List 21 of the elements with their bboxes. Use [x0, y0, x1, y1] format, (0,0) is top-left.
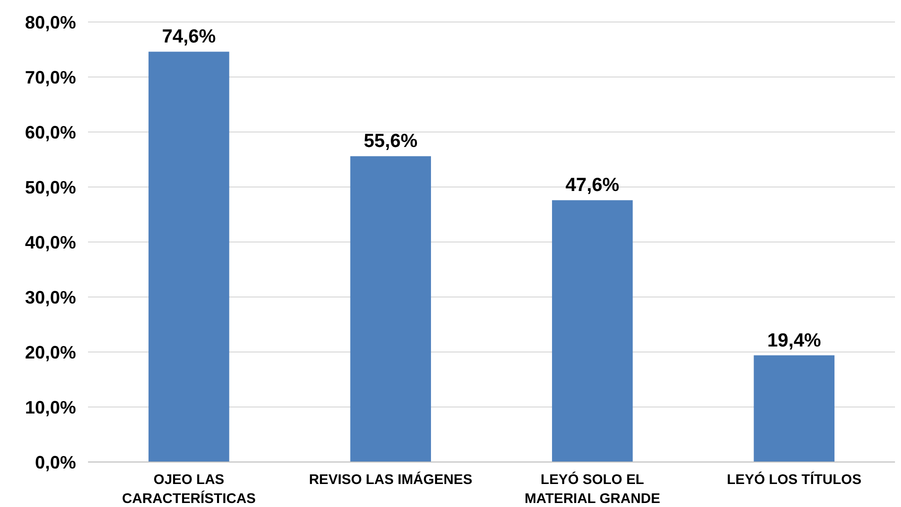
y-tick-label: 40,0% [24, 232, 76, 252]
y-tick-label: 10,0% [24, 397, 76, 418]
y-tick-label: 50,0% [24, 177, 76, 198]
bar [350, 156, 431, 462]
y-tick-label: 70,0% [24, 67, 76, 88]
y-tick-label: 60,0% [24, 122, 76, 142]
y-tick-label: 80,0% [24, 12, 76, 32]
data-label: 55,6% [364, 131, 418, 152]
x-tick-label: REVISO LAS IMÁGENES [308, 471, 472, 487]
y-tick-label: 0,0% [34, 452, 76, 472]
bar [552, 200, 633, 462]
data-label: 74,6% [162, 26, 216, 48]
bar [754, 355, 834, 462]
y-tick-label: 20,0% [24, 342, 76, 362]
x-tick-label: LEYÓ LOS TÍTULOS [726, 471, 862, 487]
x-tick-label: LEYÓ SOLO EL MATERIAL GRANDE [524, 471, 660, 506]
x-tick-label: OJEO LAS CARACTERÍSTICAS [122, 471, 256, 506]
data-label: 19,4% [767, 330, 822, 352]
y-tick-label: 30,0% [24, 287, 76, 308]
bar [148, 52, 230, 462]
data-label: 47,6% [565, 175, 620, 196]
